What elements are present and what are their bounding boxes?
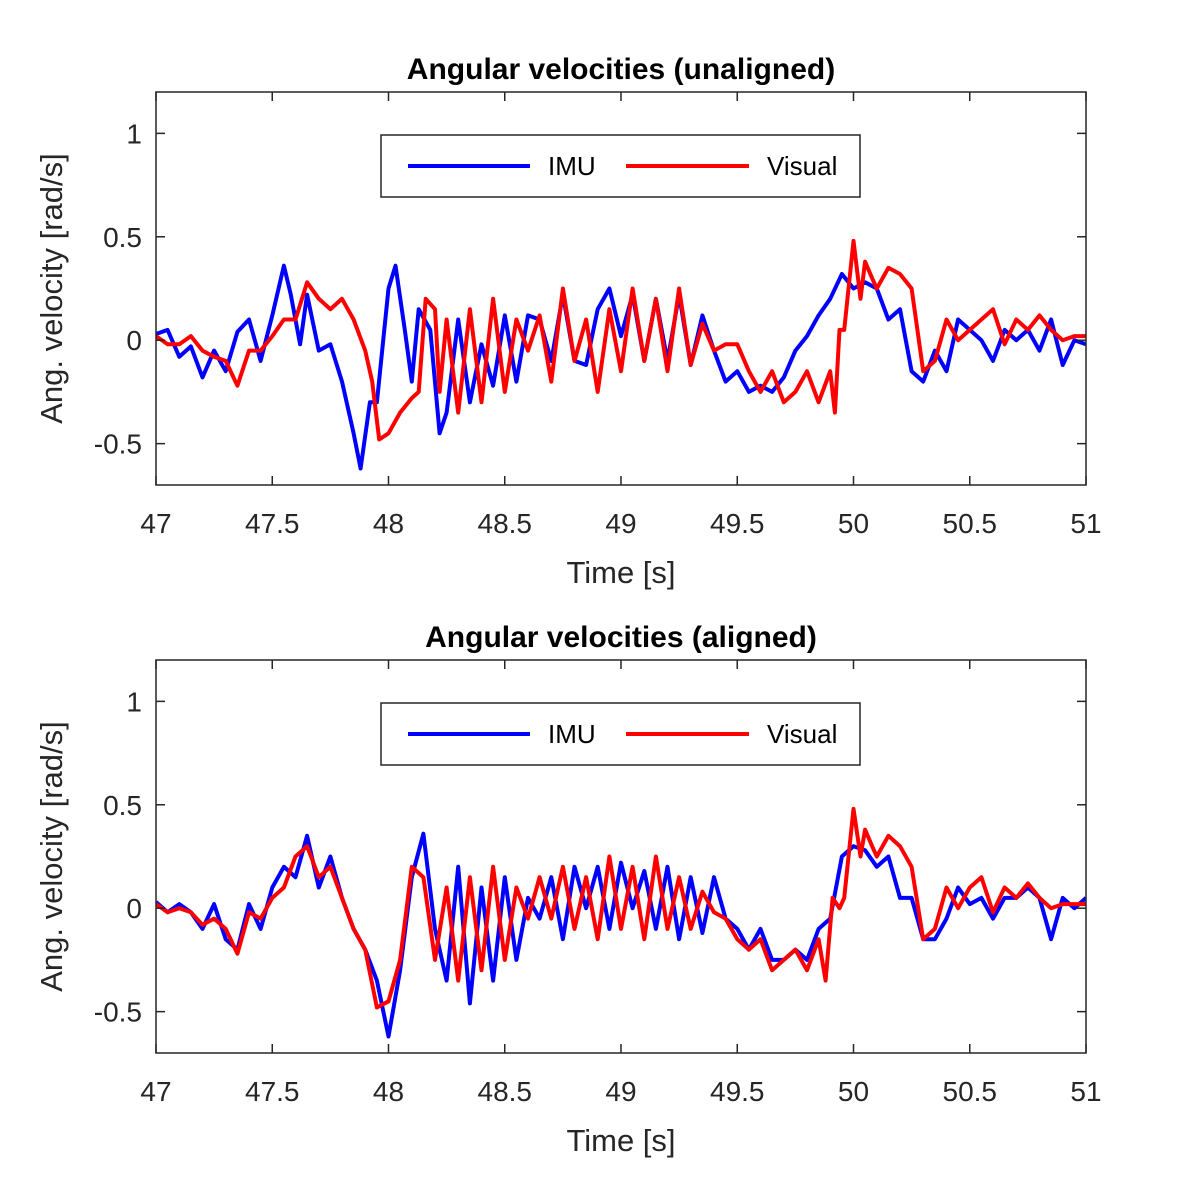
chart-1: 47 47.5 48 48.5 49 49.5 50 50.5 51 -0.5 0 0.5 1 Angul… (34, 53, 1102, 590)
y-tick-label: -0.5 (94, 429, 142, 460)
x-tick-label: 50 (838, 508, 869, 539)
x-tick-label: 47.5 (245, 1076, 300, 1107)
legend-label-visual: Visual (767, 719, 837, 749)
chart-title: Angular velocities (unaligned) (407, 53, 835, 86)
legend: IMU Visual (380, 702, 861, 766)
x-tick-label: 49 (605, 508, 636, 539)
x-tick-label: 47.5 (245, 508, 300, 539)
x-tick-label: 49.5 (710, 1076, 765, 1107)
y-tick-label: 0.5 (103, 790, 142, 821)
x-tick-label: 48 (373, 1076, 404, 1107)
x-tick-label: 51 (1070, 1076, 1101, 1107)
x-tick-label: 48 (373, 508, 404, 539)
legend: IMU Visual (380, 134, 861, 198)
x-tick-label: 51 (1070, 508, 1101, 539)
x-tick-label: 48.5 (478, 508, 533, 539)
x-tick-label: 50 (838, 1076, 869, 1107)
y-axis-label: Ang. velocity [rad/s] (34, 721, 69, 992)
series-line-visual (156, 806, 1086, 1010)
y-axis-label: Ang. velocity [rad/s] (34, 153, 69, 424)
y-tick-label: 1 (126, 118, 142, 149)
x-tick-label: 48.5 (478, 1076, 533, 1107)
x-axis-label: Time [s] (566, 1123, 675, 1158)
y-tick-label: 0.5 (103, 222, 142, 253)
legend-label-visual: Visual (767, 151, 837, 181)
chart-title: Angular velocities (aligned) (425, 621, 817, 654)
x-tick-label: 50.5 (943, 1076, 998, 1107)
series-line-imu (156, 263, 1086, 471)
y-tick-label: 0 (126, 893, 142, 924)
x-tick-label: 49.5 (710, 508, 765, 539)
x-tick-label: 47 (140, 508, 171, 539)
legend-label-imu: IMU (548, 719, 596, 749)
y-tick-label: 0 (126, 325, 142, 356)
chart-2: 47 47.5 48 48.5 49 49.5 50 50.5 51 -0.5 0 0.5 1 Angul… (34, 621, 1102, 1158)
series-line-visual (156, 238, 1086, 442)
x-tick-label: 50.5 (943, 508, 998, 539)
x-tick-label: 49 (605, 1076, 636, 1107)
x-axis-label: Time [s] (566, 555, 675, 590)
y-tick-label: -0.5 (94, 997, 142, 1028)
x-tick-label: 47 (140, 1076, 171, 1107)
legend-label-imu: IMU (548, 151, 596, 181)
y-tick-label: 1 (126, 686, 142, 717)
